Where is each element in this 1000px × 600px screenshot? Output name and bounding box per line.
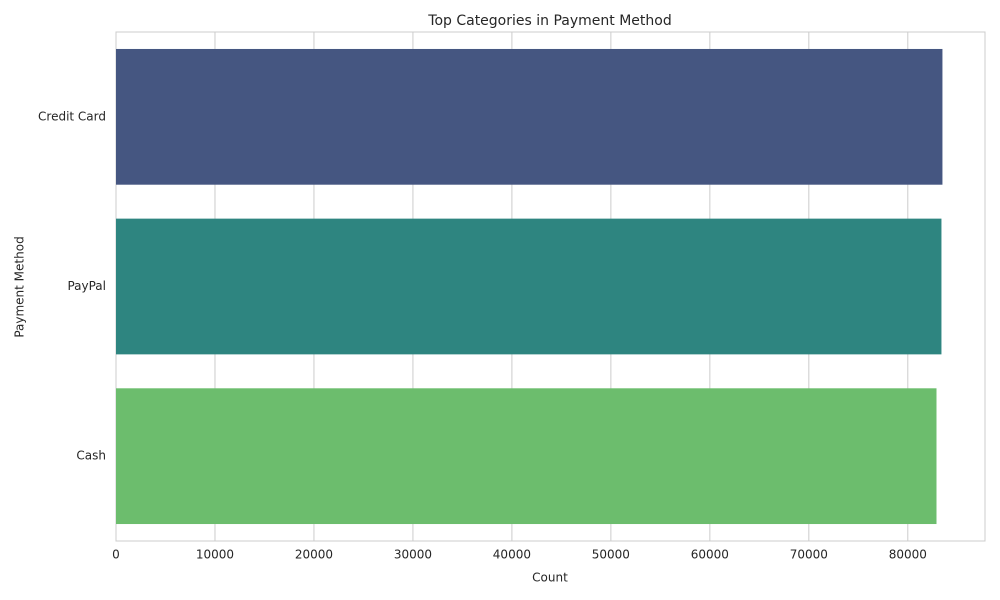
chart-title: Top Categories in Payment Method bbox=[427, 13, 671, 29]
x-tick-label: 60000 bbox=[691, 548, 729, 562]
x-tick-label: 50000 bbox=[592, 548, 630, 562]
x-tick-label: 10000 bbox=[196, 548, 234, 562]
bar bbox=[116, 218, 942, 355]
y-tick-label: Cash bbox=[76, 449, 106, 463]
x-tick-label: 70000 bbox=[790, 548, 828, 562]
bar bbox=[116, 48, 943, 185]
x-tick-label: 80000 bbox=[889, 548, 927, 562]
x-tick-label: 0 bbox=[112, 548, 120, 562]
y-axis-label: Payment Method bbox=[13, 236, 27, 337]
y-tick-label: PayPal bbox=[67, 279, 106, 293]
x-axis-label: Count bbox=[532, 571, 568, 585]
x-tick-label: 20000 bbox=[295, 548, 333, 562]
bar bbox=[116, 388, 937, 525]
x-tick-label: 40000 bbox=[493, 548, 531, 562]
x-tick-label: 30000 bbox=[394, 548, 432, 562]
y-tick-label: Credit Card bbox=[38, 109, 106, 123]
